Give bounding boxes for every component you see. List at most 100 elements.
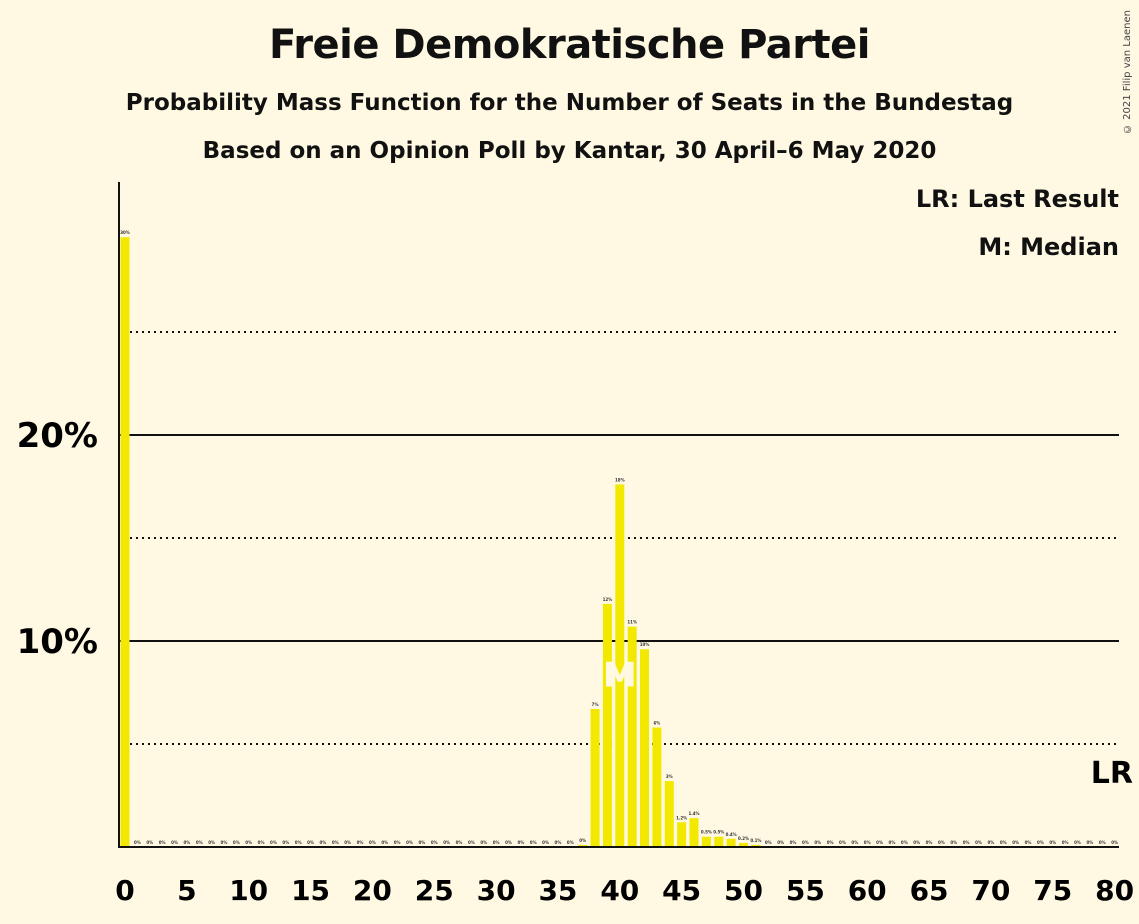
bar-value-label: 0% bbox=[988, 840, 995, 845]
bar bbox=[602, 603, 612, 847]
bar-value-label: 0% bbox=[431, 840, 438, 845]
bar-value-label: 0% bbox=[1086, 840, 1093, 845]
bar-value-label: 0% bbox=[258, 840, 265, 845]
x-tick-label: 15 bbox=[291, 874, 330, 907]
bar-value-label: 0% bbox=[468, 840, 475, 845]
bar-value-label: 1.4% bbox=[688, 811, 699, 816]
bar-value-label: 0% bbox=[790, 840, 797, 845]
bar-value-label: 0% bbox=[1099, 840, 1106, 845]
bar-value-label: 0% bbox=[839, 840, 846, 845]
bar bbox=[652, 727, 662, 847]
bar-value-label: 0% bbox=[975, 840, 982, 845]
bar-value-label: 0% bbox=[443, 840, 450, 845]
bar-value-label: 0% bbox=[320, 840, 327, 845]
bar-value-label: 6% bbox=[654, 721, 661, 726]
bar-value-label: 3% bbox=[666, 774, 673, 779]
bar-value-label: 0% bbox=[913, 840, 920, 845]
bar-value-label: 0% bbox=[505, 840, 512, 845]
bar-value-label: 0% bbox=[1025, 840, 1032, 845]
x-tick-label: 65 bbox=[910, 874, 949, 907]
x-tick-label: 45 bbox=[662, 874, 701, 907]
x-tick-label: 30 bbox=[477, 874, 516, 907]
bar-value-label: 0% bbox=[418, 840, 425, 845]
bar-value-label: 0% bbox=[851, 840, 858, 845]
bar bbox=[726, 838, 736, 847]
bar bbox=[627, 626, 637, 847]
bar-value-label: 0% bbox=[146, 840, 153, 845]
bar-value-label: 0% bbox=[802, 840, 809, 845]
bar-value-label: 30% bbox=[120, 230, 130, 235]
bar-value-label: 0.5% bbox=[701, 830, 712, 835]
x-tick-label: 10 bbox=[229, 874, 268, 907]
bar bbox=[578, 844, 588, 847]
bar-value-label: 0% bbox=[950, 840, 957, 845]
x-tick-label: 25 bbox=[415, 874, 454, 907]
chart-source: Based on an Opinion Poll by Kantar, 30 A… bbox=[202, 138, 937, 164]
bar-value-label: 0% bbox=[183, 840, 190, 845]
bar-value-label: 0% bbox=[245, 840, 252, 845]
bar-value-label: 0% bbox=[555, 840, 562, 845]
bar-value-label: 0% bbox=[456, 840, 463, 845]
bar-value-label: 0% bbox=[394, 840, 401, 845]
bar-value-label: 0% bbox=[493, 840, 500, 845]
bar-value-label: 1.2% bbox=[676, 815, 687, 820]
chart-title: Freie Demokratische Partei bbox=[268, 22, 871, 68]
bar-value-label: 0% bbox=[579, 838, 586, 843]
bar-value-label: 0% bbox=[159, 840, 166, 845]
legend-last-result: LR: Last Result bbox=[915, 185, 1119, 213]
bar-value-label: 0% bbox=[889, 840, 896, 845]
bar-value-label: 0% bbox=[1049, 840, 1056, 845]
x-tick-label: 50 bbox=[724, 874, 763, 907]
bar bbox=[701, 836, 711, 847]
bar-value-label: 0% bbox=[282, 840, 289, 845]
x-tick-label: 55 bbox=[786, 874, 825, 907]
bar bbox=[640, 649, 650, 847]
bar-value-label: 12% bbox=[603, 597, 613, 602]
x-tick-label: 40 bbox=[600, 874, 639, 907]
bar-value-label: 0% bbox=[221, 840, 228, 845]
bar-value-label: 0% bbox=[814, 840, 821, 845]
bar-value-label: 0% bbox=[864, 840, 871, 845]
bar-value-label: 0% bbox=[1037, 840, 1044, 845]
bar-value-label: 0% bbox=[480, 840, 487, 845]
bar-value-label: 0% bbox=[938, 840, 945, 845]
x-tick-label: 75 bbox=[1033, 874, 1072, 907]
median-marker: M bbox=[603, 655, 637, 695]
x-tick-label: 35 bbox=[538, 874, 577, 907]
bar-value-label: 7% bbox=[592, 702, 599, 707]
bar-value-label: 0% bbox=[1000, 840, 1007, 845]
bar-value-label: 0% bbox=[295, 840, 302, 845]
x-tick-label: 80 bbox=[1095, 874, 1134, 907]
bar-value-label: 0% bbox=[963, 840, 970, 845]
bar-value-label: 0% bbox=[196, 840, 203, 845]
bar-value-label: 0% bbox=[307, 840, 314, 845]
bar bbox=[689, 818, 699, 847]
bar-value-label: 0% bbox=[765, 840, 772, 845]
bar-value-label: 0% bbox=[406, 840, 413, 845]
bar bbox=[615, 484, 625, 847]
x-tick-label: 60 bbox=[848, 874, 887, 907]
bar bbox=[590, 708, 600, 847]
y-tick-label: 20% bbox=[17, 416, 98, 456]
bar-value-label: 11% bbox=[627, 620, 637, 625]
bar bbox=[739, 842, 748, 847]
bar bbox=[751, 844, 761, 847]
bar bbox=[714, 836, 724, 847]
bar-value-label: 0% bbox=[344, 840, 351, 845]
legend-median: M: Median bbox=[978, 233, 1119, 261]
x-tick-label: 20 bbox=[353, 874, 392, 907]
bar-value-label: 0% bbox=[901, 840, 908, 845]
y-tick-label: 10% bbox=[17, 622, 98, 662]
bar-value-label: 0% bbox=[1012, 840, 1019, 845]
bar-value-label: 0% bbox=[332, 840, 339, 845]
bar-value-label: 18% bbox=[615, 477, 625, 482]
bar-value-label: 0% bbox=[1062, 840, 1069, 845]
bar-value-label: 0% bbox=[270, 840, 277, 845]
bar-value-label: 0% bbox=[357, 840, 364, 845]
bar-value-label: 0% bbox=[1074, 840, 1081, 845]
bar-value-label: 0% bbox=[777, 840, 784, 845]
bar-value-label: 0% bbox=[517, 840, 524, 845]
bar-value-label: 0.4% bbox=[726, 832, 737, 837]
x-tick-label: 5 bbox=[177, 874, 196, 907]
